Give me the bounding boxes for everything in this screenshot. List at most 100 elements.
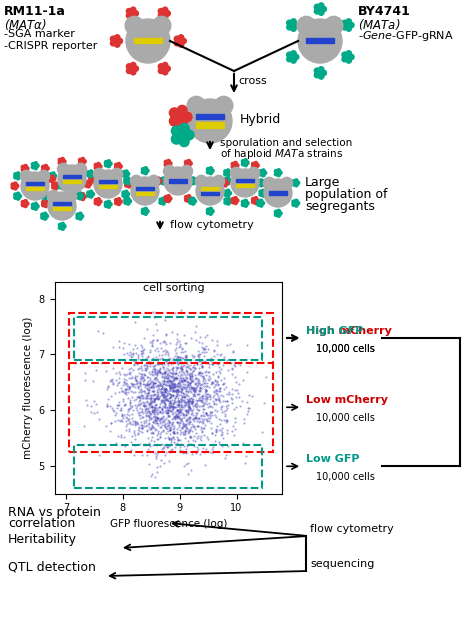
Point [148, 402, 155, 412]
Circle shape [262, 174, 265, 177]
Point [151, 365, 158, 376]
Point [174, 381, 182, 392]
Point [125, 415, 132, 425]
Point [109, 363, 117, 373]
Point [134, 351, 142, 362]
Point [194, 369, 201, 379]
Point [184, 395, 192, 405]
Point [138, 422, 146, 433]
Point [177, 445, 184, 455]
Point [191, 363, 199, 373]
Text: cross: cross [238, 76, 267, 86]
Point [177, 397, 185, 408]
Point [198, 371, 205, 381]
Point [166, 396, 173, 406]
Point [151, 394, 159, 404]
Point [140, 333, 148, 343]
Point [144, 379, 151, 389]
Point [215, 387, 223, 397]
Point [154, 359, 162, 369]
Point [158, 387, 166, 397]
Circle shape [277, 210, 281, 213]
Point [162, 383, 169, 394]
Circle shape [189, 162, 192, 165]
Text: of haploid $MAT$a strains: of haploid $MAT$a strains [220, 147, 343, 161]
Point [149, 330, 157, 340]
Point [151, 360, 159, 370]
Point [120, 369, 128, 379]
Point [143, 361, 151, 371]
Point [146, 345, 154, 356]
Point [187, 377, 194, 387]
Point [146, 399, 154, 409]
Point [153, 415, 161, 425]
Point [178, 392, 186, 403]
Point [125, 373, 133, 383]
Point [189, 394, 196, 404]
Point [177, 362, 184, 372]
Point [189, 391, 197, 401]
Point [159, 381, 166, 392]
Point [210, 345, 218, 355]
Point [198, 396, 205, 406]
Point [209, 428, 216, 438]
Circle shape [126, 179, 129, 183]
Point [142, 393, 150, 403]
Point [143, 426, 150, 437]
Point [146, 406, 153, 417]
Point [158, 421, 165, 431]
Point [202, 346, 210, 356]
Point [128, 401, 136, 412]
Circle shape [61, 193, 64, 196]
Point [152, 453, 160, 463]
Point [169, 375, 176, 385]
Point [104, 394, 112, 404]
Point [213, 378, 220, 388]
Point [171, 396, 179, 406]
Point [177, 366, 185, 376]
Point [134, 429, 142, 439]
Point [197, 424, 205, 435]
Point [168, 434, 175, 444]
Point [124, 383, 131, 394]
Point [192, 372, 200, 383]
Point [126, 395, 133, 405]
Point [209, 396, 217, 406]
Point [196, 332, 204, 342]
Point [206, 411, 214, 421]
Point [193, 421, 201, 431]
Point [162, 372, 170, 383]
Point [156, 386, 164, 396]
Point [179, 448, 186, 458]
Point [179, 385, 186, 395]
Point [200, 410, 208, 420]
Circle shape [61, 162, 64, 165]
Point [197, 368, 205, 378]
Point [136, 396, 143, 406]
Circle shape [61, 158, 64, 161]
Point [193, 373, 201, 383]
Point [205, 367, 212, 378]
Point [160, 385, 168, 395]
Point [193, 403, 201, 413]
Point [182, 379, 189, 389]
Point [194, 351, 202, 361]
Circle shape [233, 163, 237, 167]
Point [134, 399, 142, 410]
Point [188, 406, 195, 416]
Point [182, 429, 189, 439]
Point [213, 406, 221, 417]
Point [165, 417, 173, 428]
Point [173, 391, 180, 401]
Point [174, 435, 182, 445]
Point [224, 428, 231, 438]
Point [171, 393, 179, 403]
Point [220, 415, 228, 426]
Point [142, 403, 150, 413]
Bar [64, 174, 81, 178]
Circle shape [109, 162, 112, 165]
Point [156, 422, 164, 432]
Point [116, 397, 123, 407]
Text: cell sorting: cell sorting [143, 283, 205, 293]
Point [169, 409, 176, 419]
